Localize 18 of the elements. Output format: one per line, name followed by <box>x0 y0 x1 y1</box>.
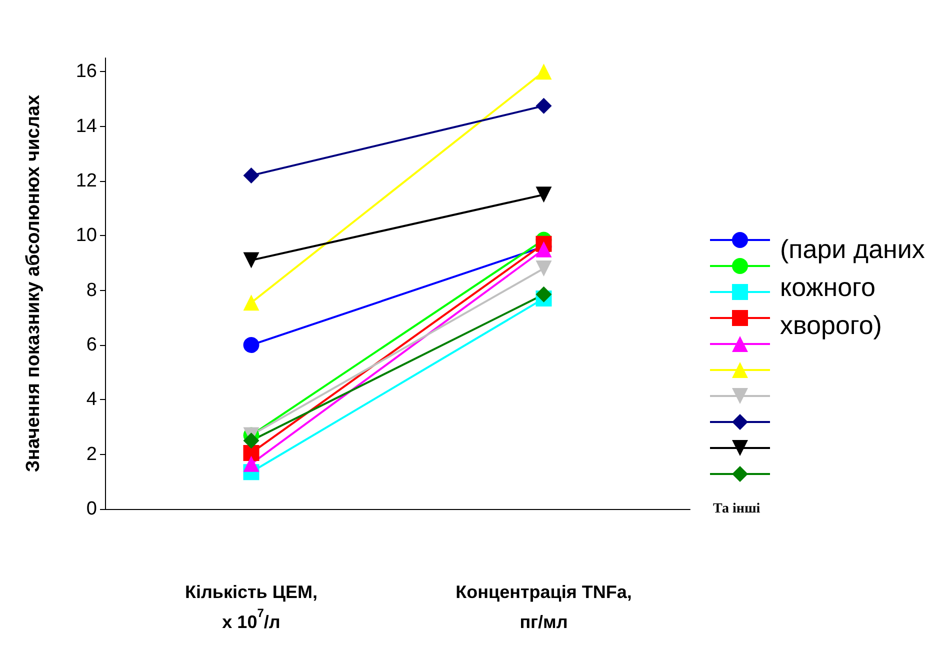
y-tick-label: 10 <box>76 225 97 246</box>
y-tick-label: 8 <box>86 280 97 301</box>
y-tick-label: 2 <box>86 444 97 465</box>
text: (пари даних кожного хворого) <box>780 234 925 340</box>
y-tick-label: 0 <box>86 498 97 520</box>
y-axis-title: Значення показнику абсолюнюх числах <box>23 94 44 472</box>
point <box>243 168 260 184</box>
y-tick-label: 4 <box>86 389 98 410</box>
point <box>243 337 260 353</box>
point <box>243 432 260 449</box>
x-tick-label: Концентрація TNFa, пг/мл <box>456 582 632 632</box>
y-tick-label: 12 <box>76 170 97 192</box>
point <box>536 286 552 302</box>
y-tick-label: 6 <box>86 334 97 356</box>
y-tick-label: 14 <box>76 116 98 137</box>
point <box>536 98 552 114</box>
text: Та інші <box>713 502 760 516</box>
y-tick-label: 16 <box>76 61 97 82</box>
